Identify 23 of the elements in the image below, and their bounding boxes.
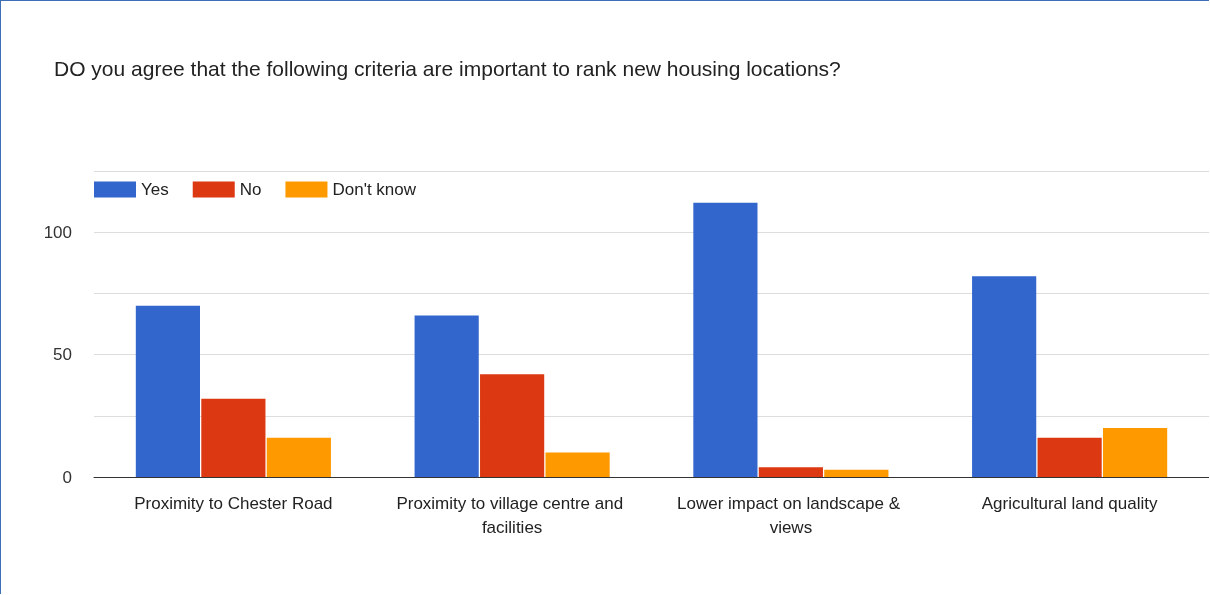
bar bbox=[201, 398, 266, 477]
bar bbox=[824, 469, 889, 477]
x-tick-label: Proximity to village centre and facilities bbox=[396, 493, 628, 537]
chart-title: DO you agree that the following criteria are important to rank new housing locations? bbox=[54, 57, 841, 80]
x-tick-label: Proximity to Chester Road bbox=[134, 493, 333, 513]
x-tick-label: Lower impact on landscape & views bbox=[677, 493, 905, 537]
x-tick-label: Agricultural land quality bbox=[981, 493, 1158, 513]
bar bbox=[135, 305, 200, 477]
bar bbox=[972, 276, 1037, 477]
legend-label: No bbox=[239, 180, 262, 199]
bar bbox=[1103, 428, 1168, 477]
bar bbox=[266, 437, 331, 477]
y-tick-label: 100 bbox=[43, 222, 72, 242]
legend-label: Yes bbox=[141, 180, 169, 199]
bar bbox=[414, 315, 479, 477]
bar bbox=[1037, 437, 1102, 477]
y-tick-label: 50 bbox=[53, 345, 72, 365]
bar bbox=[545, 452, 610, 477]
legend-label: Don't know bbox=[332, 180, 417, 199]
bar bbox=[693, 202, 758, 477]
bar bbox=[758, 467, 823, 477]
y-tick-label: 0 bbox=[62, 467, 72, 487]
bar bbox=[480, 374, 545, 477]
